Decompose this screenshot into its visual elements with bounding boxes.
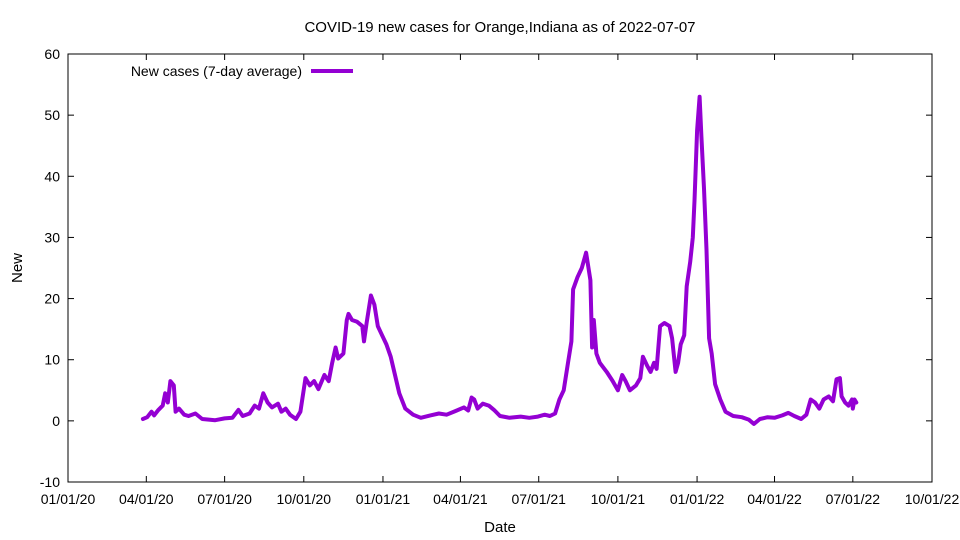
- x-tick-label: 01/01/22: [670, 491, 725, 507]
- y-tick-label: 10: [44, 352, 60, 368]
- y-tick-label: -10: [40, 474, 60, 490]
- x-tick-label: 01/01/20: [41, 491, 96, 507]
- y-axis-title: New: [9, 253, 26, 283]
- legend-label: New cases (7-day average): [131, 63, 302, 79]
- x-tick-label: 01/01/21: [356, 491, 411, 507]
- x-tick-label: 07/01/21: [511, 491, 566, 507]
- series-line: [140, 94, 859, 426]
- legend: New cases (7-day average): [131, 63, 353, 79]
- x-axis-title: Date: [484, 519, 516, 536]
- x-tick-label: 07/01/20: [197, 491, 252, 507]
- x-tick-label: 04/01/21: [433, 491, 488, 507]
- x-tick-label: 07/01/22: [826, 491, 881, 507]
- series-layer: [140, 94, 859, 426]
- plot-area-frame: [67, 53, 933, 483]
- x-axis: 01/01/20 04/01/20 07/01/20 10/01/20 01/01/21…: [41, 54, 960, 507]
- y-tick-label: 20: [44, 291, 60, 307]
- x-tick-label: 10/01/21: [591, 491, 646, 507]
- chart-title: COVID-19 new cases for Orange,Indiana as…: [304, 19, 695, 36]
- y-tick-label: 30: [44, 229, 60, 245]
- y-tick-label: 50: [44, 107, 60, 123]
- x-tick-label: 04/01/22: [747, 491, 802, 507]
- y-tick-label: 40: [44, 168, 60, 184]
- x-tick-label: 10/01/20: [277, 491, 332, 507]
- x-tick-label: 04/01/20: [119, 491, 174, 507]
- y-axis: -10 0 10 20 30 40 50 60: [40, 46, 932, 490]
- x-tick-label: 10/01/22: [905, 491, 960, 507]
- y-tick-label: 60: [44, 46, 60, 62]
- y-tick-label: 0: [52, 413, 60, 429]
